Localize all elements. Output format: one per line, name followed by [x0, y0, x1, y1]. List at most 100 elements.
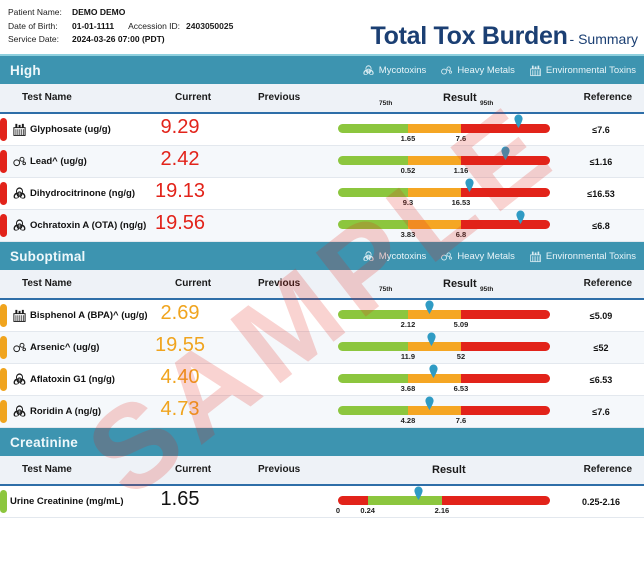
column-header-result: Result [443, 92, 477, 104]
column-header-reference: Reference [583, 92, 632, 103]
status-indicator-bar [0, 304, 7, 327]
result-bar-track [338, 374, 550, 383]
patient-name-line: Patient Name: DEMO DEMO [8, 6, 233, 20]
result-tick-label: 0.24 [360, 506, 375, 515]
status-indicator-bar [0, 182, 7, 205]
result-bar-segment [338, 496, 368, 505]
result-bar: 4.28 7.6 [338, 396, 550, 427]
column-header: Test Name Current Previous Result Reference [0, 456, 644, 486]
result-marker-icon [425, 300, 434, 314]
biohazard-icon [12, 186, 27, 201]
test-name: Aflatoxin G1 (ng/g) [30, 374, 115, 385]
column-header-result: Result [443, 278, 477, 290]
biohazard-icon [12, 372, 27, 387]
result-bar-segment [407, 406, 461, 415]
table-row: Aflatoxin G1 (ng/g) 4.40 3.68 6.53 ≤6.53 [0, 364, 644, 396]
factory-icon [529, 250, 542, 263]
result-bar-segment [441, 496, 550, 505]
status-indicator-bar [0, 490, 7, 513]
test-name: Lead^ (ug/g) [30, 156, 87, 167]
table-row: Arsenic^ (ug/g) 19.55 11.9 52 ≤52 [0, 332, 644, 364]
result-bar-segment [407, 156, 461, 165]
result-bar-segment [407, 342, 461, 351]
result-tick-label: 7.6 [455, 416, 467, 425]
legend-item: Heavy Metals [440, 64, 515, 77]
column-header-reference: Reference [583, 464, 632, 475]
legend-label: Environmental Toxins [545, 250, 636, 262]
result-tick-label: 11.9 [400, 352, 416, 361]
result-bar-ticks: 0 0.24 2.16 [336, 506, 550, 517]
reference-range: ≤52 [593, 343, 609, 353]
table-row: Roridin A (ng/g) 4.73 4.28 7.6 ≤7.6 [0, 396, 644, 428]
result-bar-segment [338, 406, 408, 415]
current-value: 19.56 [154, 212, 206, 234]
biohazard-icon [362, 64, 375, 77]
result-tick-label: 2.12 [400, 320, 416, 329]
molecule-icon [440, 250, 453, 263]
result-marker-icon [501, 146, 510, 160]
legend-label: Mycotoxins [378, 250, 427, 262]
result-tick-label: 0.52 [400, 166, 416, 175]
section-title: Suboptimal [10, 248, 86, 264]
service-date-value: 2024-03-26 07:00 (PDT) [72, 34, 165, 44]
section-title: Creatinine [10, 434, 79, 450]
category-legend: Mycotoxins Heavy Metals Environmental Toxi… [362, 242, 636, 270]
result-bar: 11.9 52 [338, 332, 550, 363]
result-tick-label: 5.09 [453, 320, 469, 329]
result-marker-icon [465, 178, 474, 192]
test-name: Glyphosate (ug/g) [30, 124, 111, 135]
result-bar-segment [338, 220, 408, 229]
result-tick-label: 1.16 [453, 166, 469, 175]
table-row: Dihydrocitrinone (ng/g) 19.13 9.3 16.53 ≤16.… [0, 178, 644, 210]
accession-value: 2403050025 [186, 20, 234, 31]
molecule-icon [440, 64, 453, 77]
status-indicator-bar [0, 214, 7, 237]
result-bar-track [338, 342, 550, 351]
column-header-previous: Previous [258, 92, 301, 103]
percentile-95-label: 95th [480, 100, 494, 107]
column-header-name: Test Name [22, 464, 72, 475]
reference-range: ≤16.53 [587, 189, 615, 199]
result-bar-segment [460, 124, 550, 133]
service-date-label: Service Date: [8, 34, 60, 44]
accession-label: Accession ID: [128, 20, 181, 31]
biohazard-icon [12, 218, 27, 233]
percentile-95-label: 95th [480, 286, 494, 293]
result-bar-track [338, 496, 550, 505]
patient-header: Patient Name: DEMO DEMO Date of Birth: 01-… [0, 0, 644, 56]
test-name: Roridin A (ng/g) [30, 406, 102, 417]
reference-range: ≤6.53 [589, 375, 613, 385]
result-bar-ticks: 3.83 6.8 [338, 230, 550, 241]
result-bar-segment [460, 374, 550, 383]
result-bar-ticks: 4.28 7.6 [338, 416, 550, 427]
sections-container: High Mycotoxins Heavy Metals Environmental … [0, 56, 644, 518]
dob-value: 01-01-1111 [72, 20, 115, 31]
reference-range: ≤5.09 [589, 311, 613, 321]
patient-name-value: DEMO DEMO [72, 7, 126, 17]
result-marker-icon [425, 396, 434, 410]
result-marker-icon [414, 486, 423, 500]
result-bar: 3.68 6.53 [338, 364, 550, 395]
legend-label: Heavy Metals [457, 250, 515, 262]
result-bar-segment [407, 220, 461, 229]
result-bar-ticks: 9.3 16.53 [338, 198, 550, 209]
current-value: 4.40 [160, 366, 200, 388]
factory-icon [12, 308, 27, 323]
column-header-previous: Previous [258, 278, 301, 289]
result-tick-label: 2.16 [434, 506, 450, 515]
result-bar-ticks: 1.65 7.6 [338, 134, 550, 145]
column-header-current: Current [175, 464, 212, 475]
category-legend: Mycotoxins Heavy Metals Environmental Toxi… [362, 56, 636, 84]
legend-item: Heavy Metals [440, 250, 515, 263]
result-bar-segment [407, 124, 461, 133]
legend-item: Environmental Toxins [529, 250, 636, 263]
reference-range: ≤7.6 [592, 407, 610, 417]
result-bar-segment [460, 342, 550, 351]
legend-label: Environmental Toxins [545, 64, 636, 76]
molecule-icon [12, 340, 27, 355]
column-header-name: Test Name [22, 92, 72, 103]
result-tick-label: 6.53 [453, 384, 469, 393]
percentile-75-label: 75th [379, 100, 393, 107]
result-bar-segment [460, 220, 550, 229]
